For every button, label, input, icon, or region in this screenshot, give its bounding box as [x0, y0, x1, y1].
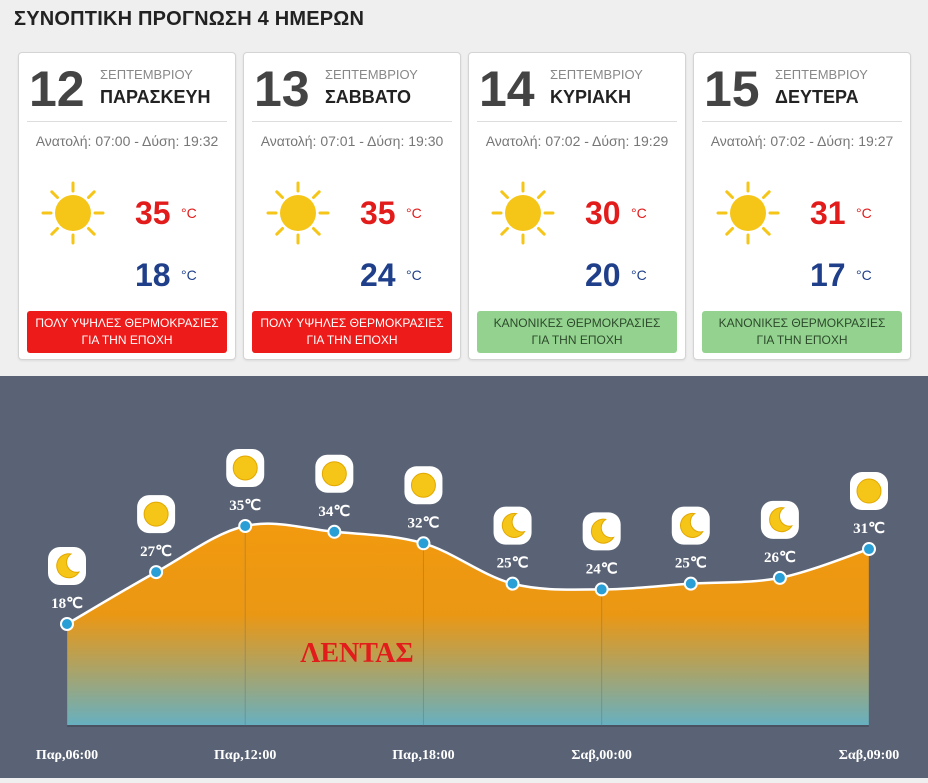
month-label: ΣΕΠΤΕΜΒΡΙΟΥ	[325, 67, 418, 82]
data-label: 27℃	[140, 544, 172, 560]
max-temperature: 31	[810, 195, 846, 231]
data-point	[327, 524, 342, 539]
weekday-label: ΚΥΡΙΑΚΗ	[550, 87, 632, 107]
min-temperature-unit: °C	[631, 267, 647, 283]
badge-line-2: ΓΙΑ ΤΗΝ ΕΠΟΧΗ	[306, 333, 398, 347]
sunrise-sunset-text: Ανατολή: 07:01 - Δύση: 19:30	[260, 133, 444, 149]
sun-icon	[315, 454, 354, 493]
day-card: 12 ΣΕΠΤΕΜΒΡΙΟΥ ΠΑΡΑΣΚΕΥΗ Ανατολή: 07:00 …	[18, 52, 236, 360]
sun-icon	[491, 181, 555, 245]
badge-line-2: ΓΙΑ ΤΗΝ ΕΠΟΧΗ	[756, 333, 848, 347]
max-temperature-unit: °C	[856, 205, 872, 221]
day-number: 12	[29, 61, 85, 117]
min-temperature: 18	[135, 257, 171, 293]
badge-line-1: ΚΑΝΟΝΙΚΕΣ ΘΕΡΜΟΚΡΑΣΙΕΣ	[493, 316, 661, 330]
x-tick-label: Σαβ,09:00	[839, 748, 900, 763]
sun-icon	[850, 472, 888, 511]
max-temperature-unit: °C	[181, 205, 197, 221]
month-label: ΣΕΠΤΕΜΒΡΙΟΥ	[550, 67, 643, 82]
data-point	[683, 576, 698, 591]
max-temperature: 30	[585, 195, 621, 231]
temperature-status-badge: ΠΟΛΥ ΥΨΗΛΕΣ ΘΕΡΜΟΚΡΑΣΙΕΣ ΓΙΑ ΤΗΝ ΕΠΟΧΗ	[252, 311, 452, 353]
divider	[27, 121, 227, 122]
month-label: ΣΕΠΤΕΜΒΡΙΟΥ	[100, 67, 193, 82]
min-temperature: 20	[585, 257, 621, 293]
sunrise-sunset-text: Ανατολή: 07:02 - Δύση: 19:29	[485, 133, 669, 149]
temperature-line	[66, 522, 870, 626]
sun-icon	[404, 466, 443, 505]
divider	[252, 121, 452, 122]
weekday-label: ΔΕΥΤΕΡΑ	[775, 87, 859, 107]
data-point	[238, 519, 253, 533]
max-temperature-unit: °C	[631, 205, 647, 221]
data-point	[772, 570, 787, 585]
data-point	[149, 565, 164, 580]
temperature-status-badge: ΚΑΝΟΝΙΚΕΣ ΘΕΡΜΟΚΡΑΣΙΕΣ ΓΙΑ ΤΗΝ ΕΠΟΧΗ	[477, 311, 677, 353]
data-point	[862, 542, 876, 557]
moon-icon	[493, 506, 532, 545]
sun-icon	[716, 181, 780, 245]
badge-line-2: ΓΙΑ ΤΗΝ ΕΠΟΧΗ	[531, 333, 623, 347]
max-temperature-unit: °C	[406, 205, 422, 221]
sun-icon	[41, 181, 105, 245]
month-label: ΣΕΠΤΕΜΒΡΙΟΥ	[775, 67, 868, 82]
weekday-label: ΠΑΡΑΣΚΕΥΗ	[100, 87, 211, 107]
chart-svg: ΛΕΝΤΑΣ 18℃ 27℃ 35℃ 34℃ 32℃ 25℃ 24℃ 25℃ 26℃ 31℃ Παρ,…	[36, 449, 900, 763]
data-label: 26℃	[764, 550, 796, 566]
temperature-status-badge: ΠΟΛΥ ΥΨΗΛΕΣ ΘΕΡΜΟΚΡΑΣΙΕΣ ΓΙΑ ΤΗΝ ΕΠΟΧΗ	[27, 311, 227, 353]
hourly-forecast-chart: ΛΕΝΤΑΣ 18℃ 27℃ 35℃ 34℃ 32℃ 25℃ 24℃ 25℃ 26℃ 31℃ Παρ,…	[0, 376, 928, 778]
data-point	[505, 576, 520, 591]
badge-line-1: ΚΑΝΟΝΙΚΕΣ ΘΕΡΜΟΚΡΑΣΙΕΣ	[718, 316, 886, 330]
divider	[477, 121, 677, 122]
location-label: ΛΕΝΤΑΣ	[300, 638, 413, 669]
moon-icon	[48, 547, 86, 585]
min-temperature-unit: °C	[856, 267, 872, 283]
min-temperature-unit: °C	[181, 267, 197, 283]
sun-icon	[226, 449, 265, 487]
min-temperature: 24	[360, 257, 396, 293]
moon-icon	[582, 512, 621, 551]
data-label: 34℃	[318, 504, 350, 520]
data-label: 31℃	[853, 521, 885, 537]
max-temperature: 35	[135, 195, 171, 231]
temperature-area	[67, 523, 869, 726]
x-tick-label: Παρ,12:00	[214, 748, 276, 763]
sunrise-sunset-text: Ανατολή: 07:02 - Δύση: 19:27	[710, 133, 894, 149]
badge-line-1: ΠΟΛΥ ΥΨΗΛΕΣ ΘΕΡΜΟΚΡΑΣΙΕΣ	[260, 316, 444, 330]
data-label: 25℃	[497, 556, 529, 572]
sun-icon	[266, 181, 330, 245]
max-temperature: 35	[360, 195, 396, 231]
moon-icon	[760, 500, 799, 539]
sunrise-sunset-text: Ανατολή: 07:00 - Δύση: 19:32	[35, 133, 219, 149]
weekday-label: ΣΑΒΒΑΤΟ	[325, 87, 411, 107]
x-tick-label: Παρ,06:00	[36, 748, 98, 763]
day-card: 14 ΣΕΠΤΕΜΒΡΙΟΥ ΚΥΡΙΑΚΗ Ανατολή: 07:02 - …	[468, 52, 686, 360]
day-number: 13	[254, 61, 310, 117]
min-temperature-unit: °C	[406, 267, 422, 283]
data-label: 25℃	[675, 556, 707, 572]
x-tick-label: Παρ,18:00	[392, 748, 454, 763]
data-label: 18℃	[51, 596, 83, 612]
data-label: 35℃	[229, 498, 261, 514]
data-point	[60, 617, 74, 631]
data-label: 24℃	[586, 561, 618, 577]
day-number: 15	[704, 61, 760, 117]
day-number: 14	[479, 61, 535, 117]
temperature-status-badge: ΚΑΝΟΝΙΚΕΣ ΘΕΡΜΟΚΡΑΣΙΕΣ ΓΙΑ ΤΗΝ ΕΠΟΧΗ	[702, 311, 902, 353]
page-title: ΣΥΝΟΠΤΙΚΗ ΠΡΟΓΝΩΣΗ 4 ΗΜΕΡΩΝ	[14, 8, 365, 30]
day-card: 13 ΣΕΠΤΕΜΒΡΙΟΥ ΣΑΒΒΑΤΟ Ανατολή: 07:01 - …	[243, 52, 461, 360]
sun-icon	[137, 495, 176, 534]
data-point	[416, 536, 431, 551]
badge-line-2: ΓΙΑ ΤΗΝ ΕΠΟΧΗ	[81, 333, 173, 347]
divider	[702, 121, 902, 122]
day-card: 15 ΣΕΠΤΕΜΒΡΙΟΥ ΔΕΥΤΕΡΑ Ανατολή: 07:02 - …	[693, 52, 911, 360]
moon-icon	[671, 506, 710, 545]
badge-line-1: ΠΟΛΥ ΥΨΗΛΕΣ ΘΕΡΜΟΚΡΑΣΙΕΣ	[35, 316, 219, 330]
min-temperature: 17	[810, 257, 846, 293]
data-label: 32℃	[408, 515, 440, 531]
data-point	[594, 582, 609, 597]
x-tick-label: Σαβ,00:00	[571, 748, 632, 763]
